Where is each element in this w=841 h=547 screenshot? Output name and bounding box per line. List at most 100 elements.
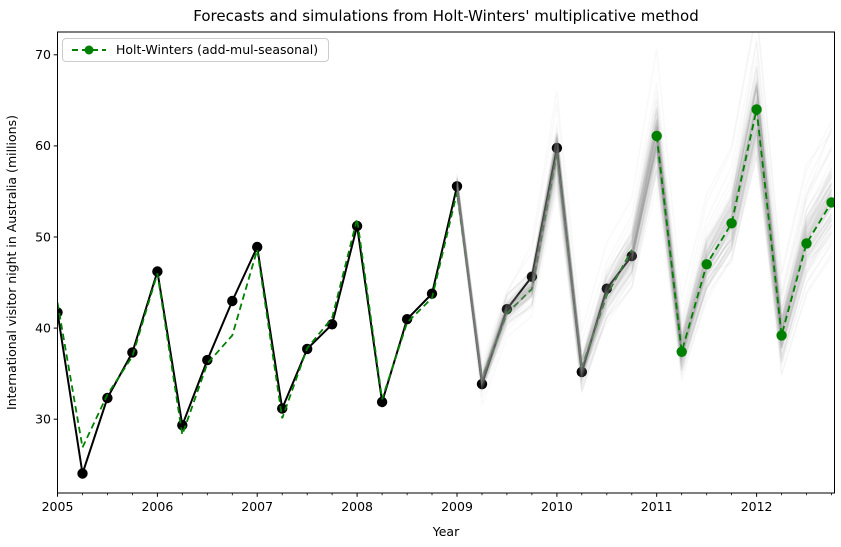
axis-ticks: 2005 2006 2007 2008 2009 2010 2011 2012 30 40 50 60… (35, 47, 832, 514)
simulation-path (456, 87, 833, 374)
simulation-path (456, 106, 833, 381)
simulation-path (456, 82, 833, 381)
simulation-path (456, 90, 833, 380)
simulation-path (456, 78, 833, 379)
y-axis-label: International visitor night in Australia… (4, 115, 19, 410)
simulation-path (456, 97, 833, 386)
simulation-paths (456, 32, 833, 406)
observed-marker (376, 396, 388, 408)
simulation-path (456, 137, 833, 386)
observed-marker (351, 220, 363, 232)
simulation-path (456, 128, 833, 382)
observed-series (57, 142, 637, 479)
simulation-path (456, 105, 833, 382)
simulation-path (456, 75, 833, 385)
x-tick-label: 2011 (641, 499, 673, 514)
chart-title: Forecasts and simulations from Holt-Wint… (193, 7, 698, 25)
observed-marker (152, 266, 163, 277)
observed-marker (77, 468, 88, 479)
simulation-path (456, 124, 833, 381)
observed-marker (626, 250, 637, 262)
forecast-marker (826, 197, 835, 208)
forecast-marker (651, 130, 662, 142)
simulation-path (456, 131, 833, 388)
simulation-path (456, 95, 833, 385)
simulation-path (456, 86, 833, 384)
observed-marker (252, 241, 263, 253)
y-tick-label: 40 (35, 320, 51, 335)
x-tick-label: 2008 (341, 499, 373, 514)
x-tick-label: 2010 (541, 499, 573, 514)
simulation-path (456, 82, 833, 379)
simulation-path (456, 126, 833, 390)
x-axis-label: Year (432, 524, 460, 539)
forecast-line (655, 109, 833, 353)
observed-marker (102, 392, 113, 404)
simulation-path (456, 132, 833, 377)
observed-line (57, 147, 633, 474)
simulation-path (456, 149, 833, 384)
legend-label: Holt-Winters (add-mul-seasonal) (116, 42, 319, 57)
observed-marker (551, 142, 563, 154)
y-tick-label: 30 (35, 412, 51, 427)
x-tick-label: 2007 (241, 499, 273, 514)
simulation-path (456, 87, 833, 382)
y-tick-label: 70 (35, 47, 51, 62)
simulation-path (456, 81, 833, 378)
simulation-path (456, 38, 833, 379)
simulation-path (456, 84, 833, 383)
simulation-path (456, 153, 833, 398)
simulation-path (456, 41, 833, 381)
observed-marker (476, 378, 488, 390)
simulation-path (456, 125, 833, 385)
observed-marker (451, 181, 463, 192)
forecast-marker (776, 330, 787, 341)
y-tick-label: 50 (35, 229, 51, 244)
simulation-path (456, 65, 833, 383)
simulation-path (456, 145, 833, 393)
simulation-path (456, 32, 833, 363)
simulation-path (456, 120, 833, 378)
simulation-path (456, 95, 833, 376)
x-tick-label: 2005 (42, 499, 74, 514)
simulation-path (456, 101, 833, 379)
simulation-path (456, 134, 833, 383)
simulation-path (456, 135, 833, 387)
legend: Holt-Winters (add-mul-seasonal) (62, 38, 330, 62)
simulation-path (456, 66, 833, 382)
observed-marker (576, 366, 587, 378)
simulation-path (456, 106, 833, 393)
observed-marker (426, 288, 438, 299)
simulation-path (456, 107, 833, 392)
simulation-path (456, 141, 833, 384)
y-tick-label: 60 (35, 138, 51, 153)
simulation-path (456, 97, 833, 377)
simulation-path (456, 84, 833, 386)
simulation-path (456, 113, 833, 380)
x-tick-label: 2009 (441, 499, 473, 514)
simulation-path (456, 89, 833, 378)
simulation-path (456, 85, 833, 379)
forecast-marker (701, 259, 712, 270)
simulation-path (456, 84, 833, 379)
simulation-path (456, 129, 833, 386)
simulation-path (456, 32, 833, 368)
forecast-marker (751, 104, 762, 115)
simulation-path (456, 81, 833, 379)
x-tick-label: 2012 (741, 499, 773, 514)
simulation-path (456, 66, 833, 379)
simulation-path (456, 70, 833, 375)
axes-spines (57, 31, 835, 494)
simulation-path (456, 129, 833, 383)
legend-line-sample (72, 45, 106, 54)
simulation-path (456, 112, 833, 380)
simulation-path (456, 120, 833, 386)
observed-marker (277, 403, 288, 414)
simulation-path (456, 125, 833, 384)
simulation-path (456, 55, 833, 379)
observed-marker (202, 354, 213, 366)
simulation-path (456, 138, 833, 390)
simulation-path (456, 127, 833, 381)
simulation-path (456, 77, 833, 382)
